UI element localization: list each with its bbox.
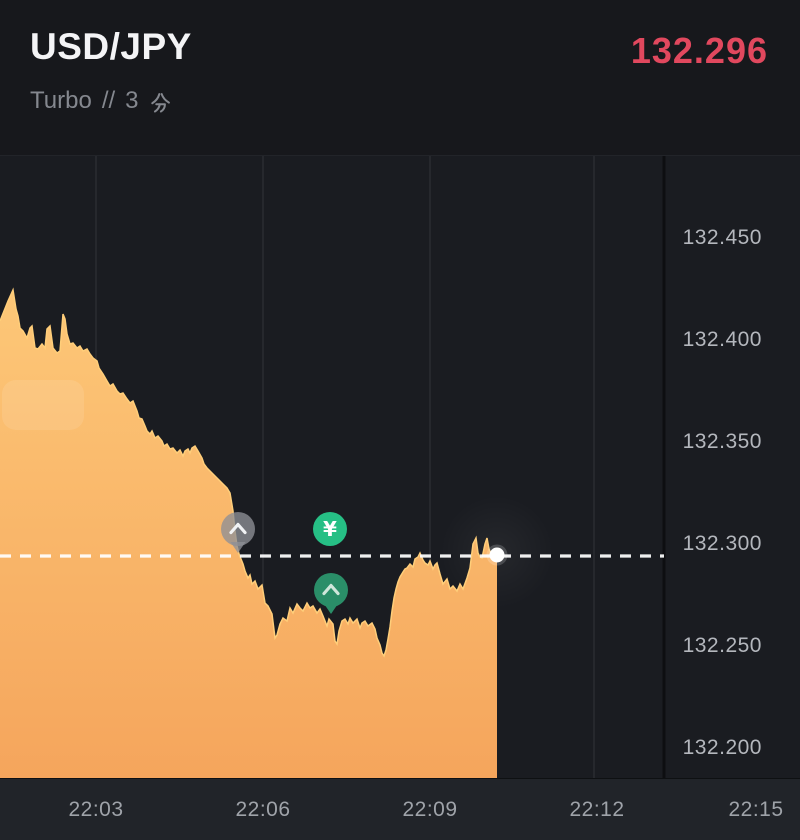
chart-header: USD/JPY 132.296 Turbo // 3 [0, 0, 800, 155]
area-highlight-patch [2, 380, 84, 430]
price-axis-label: 132.300 [683, 533, 762, 555]
current-price-dot [490, 548, 505, 563]
time-axis-label: 22:03 [68, 798, 123, 822]
minute-kanji-icon [149, 91, 172, 114]
time-axis-label: 22:15 [728, 798, 783, 822]
mode-label: Turbo [30, 87, 92, 115]
price-axis-label: 132.200 [683, 737, 762, 759]
entry-marker-up-green [314, 573, 348, 614]
time-axis-bar: 22:03 22:06 22:09 22:12 22:15 [0, 778, 800, 840]
time-axis-label: 22:06 [235, 798, 290, 822]
instrument-mode-row[interactable]: Turbo // 3 [30, 86, 172, 116]
trading-app-screen: USD/JPY 132.296 Turbo // 3 ¥ 132.450 132.… [0, 0, 800, 840]
time-axis-label: 22:09 [402, 798, 457, 822]
mode-separator: // [102, 87, 115, 115]
asset-pair-title[interactable]: USD/JPY [30, 26, 192, 68]
yen-icon: ¥ [323, 517, 337, 541]
duration-number: 3 [125, 87, 138, 115]
price-axis-label: 132.450 [683, 227, 762, 249]
current-price-readout: 132.296 [631, 30, 768, 72]
yen-trade-badge[interactable]: ¥ [313, 512, 347, 546]
price-chart-plot[interactable]: ¥ [0, 155, 800, 778]
price-chart-canvas[interactable]: ¥ [0, 156, 800, 779]
price-axis-label: 132.350 [683, 431, 762, 453]
price-axis-label: 132.250 [683, 635, 762, 657]
price-axis-label: 132.400 [683, 329, 762, 351]
time-axis-label: 22:12 [569, 798, 624, 822]
